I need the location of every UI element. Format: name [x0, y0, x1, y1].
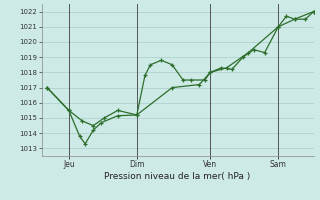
X-axis label: Pression niveau de la mer( hPa ): Pression niveau de la mer( hPa ) — [104, 172, 251, 181]
